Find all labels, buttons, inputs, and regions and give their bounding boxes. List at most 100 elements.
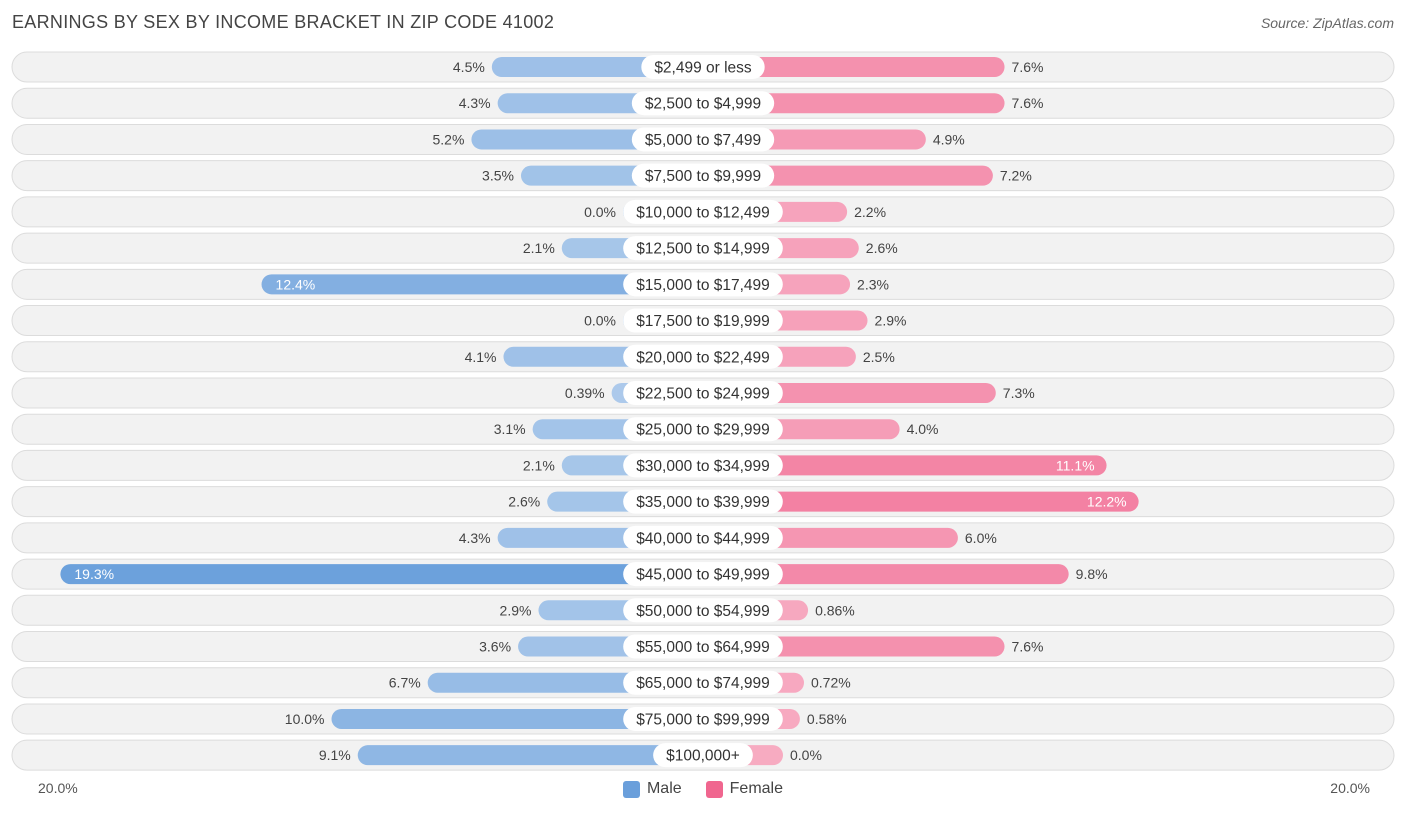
female-bar bbox=[703, 165, 993, 186]
category-label: $65,000 to $74,999 bbox=[636, 675, 770, 692]
male-value-label: 4.3% bbox=[459, 95, 491, 111]
category-label-pill bbox=[623, 272, 783, 297]
male-value-label: 6.7% bbox=[389, 675, 421, 691]
male-value-label: 4.1% bbox=[465, 349, 497, 365]
male-bar bbox=[331, 708, 703, 729]
axis-right-max-label: 20.0% bbox=[1330, 780, 1370, 796]
female-value-label: 2.3% bbox=[857, 276, 889, 292]
male-value-label: 9.1% bbox=[319, 747, 351, 763]
category-label-pill bbox=[631, 91, 775, 116]
female-bar bbox=[703, 491, 1139, 512]
category-label-pill bbox=[623, 489, 783, 514]
female-bar bbox=[703, 564, 1069, 585]
female-value-label: 12.2% bbox=[1087, 494, 1127, 510]
male-value-label: 19.3% bbox=[74, 566, 114, 582]
female-value-label: 2.9% bbox=[875, 313, 907, 329]
female-value-label: 7.6% bbox=[1012, 95, 1044, 111]
female-value-label: 0.0% bbox=[790, 747, 822, 763]
female-value-label: 4.9% bbox=[933, 131, 965, 147]
category-label: $25,000 to $29,999 bbox=[636, 422, 770, 439]
male-value-label: 0.39% bbox=[565, 385, 605, 401]
category-label: $100,000+ bbox=[666, 748, 740, 765]
category-label-pill bbox=[623, 634, 783, 659]
category-label-pill bbox=[631, 163, 775, 188]
category-label-pill bbox=[623, 525, 783, 550]
legend-swatch-female bbox=[705, 780, 723, 798]
category-label-pill bbox=[641, 55, 765, 79]
female-value-label: 7.2% bbox=[1000, 168, 1032, 184]
female-value-label: 4.0% bbox=[907, 421, 939, 437]
female-value-label: 9.8% bbox=[1076, 566, 1108, 582]
female-bar bbox=[703, 57, 1005, 77]
category-label: $15,000 to $17,499 bbox=[636, 277, 770, 294]
female-value-label: 0.72% bbox=[811, 675, 851, 691]
category-label: $35,000 to $39,999 bbox=[636, 494, 770, 511]
male-bar bbox=[60, 564, 703, 585]
category-label: $30,000 to $34,999 bbox=[636, 458, 770, 475]
male-value-label: 2.6% bbox=[508, 494, 540, 510]
legend-item-female[interactable]: Female bbox=[705, 780, 784, 798]
female-value-label: 11.1% bbox=[1056, 457, 1095, 473]
female-value-label: 7.6% bbox=[1012, 639, 1044, 655]
category-label: $50,000 to $54,999 bbox=[636, 603, 770, 620]
category-label: $7,500 to $9,999 bbox=[645, 168, 761, 185]
female-value-label: 2.2% bbox=[854, 204, 886, 220]
category-label-pill bbox=[631, 127, 775, 152]
male-value-label: 0.0% bbox=[584, 204, 616, 220]
male-value-label: 4.5% bbox=[453, 59, 485, 75]
legend-item-male[interactable]: Male bbox=[622, 780, 682, 798]
category-label: $20,000 to $22,499 bbox=[636, 349, 770, 366]
category-label-pill bbox=[623, 417, 783, 442]
category-label: $17,500 to $19,999 bbox=[636, 313, 770, 330]
category-label: $10,000 to $12,499 bbox=[636, 204, 770, 221]
male-value-label: 5.2% bbox=[432, 131, 464, 147]
male-bar bbox=[357, 745, 703, 766]
female-value-label: 0.58% bbox=[807, 711, 847, 727]
axis-left-max-label: 20.0% bbox=[38, 780, 78, 796]
legend-label-male: Male bbox=[646, 780, 682, 797]
male-value-label: 3.1% bbox=[494, 421, 526, 437]
female-bar bbox=[703, 455, 1107, 476]
legend-swatch-male bbox=[622, 780, 640, 798]
category-label-pill bbox=[623, 670, 783, 695]
chart-title: EARNINGS BY SEX BY INCOME BRACKET IN ZIP… bbox=[12, 12, 555, 32]
category-label: $12,500 to $14,999 bbox=[636, 241, 770, 258]
category-label-pill bbox=[623, 344, 783, 369]
category-label-pill bbox=[623, 706, 783, 731]
category-label-pill bbox=[623, 453, 783, 478]
male-value-label: 3.6% bbox=[479, 639, 511, 655]
category-label: $40,000 to $44,999 bbox=[636, 530, 770, 547]
male-value-label: 2.1% bbox=[523, 457, 555, 473]
male-value-label: 12.4% bbox=[276, 276, 316, 292]
category-label-pill bbox=[623, 380, 783, 405]
male-value-label: 3.5% bbox=[482, 168, 514, 184]
female-value-label: 6.0% bbox=[965, 530, 997, 546]
female-value-label: 2.5% bbox=[863, 349, 895, 365]
category-label-pill bbox=[653, 743, 753, 768]
female-value-label: 7.6% bbox=[1012, 59, 1044, 75]
male-value-label: 2.1% bbox=[523, 240, 555, 256]
legend: Male Female bbox=[0, 780, 1406, 798]
male-value-label: 0.0% bbox=[584, 313, 616, 329]
category-label: $75,000 to $99,999 bbox=[636, 711, 770, 728]
category-label: $22,500 to $24,999 bbox=[636, 385, 770, 402]
source-credit: Source: ZipAtlas.com bbox=[1260, 15, 1394, 31]
male-value-label: 2.9% bbox=[500, 602, 532, 618]
legend-label-female: Female bbox=[729, 780, 784, 797]
category-label-pill bbox=[623, 199, 783, 224]
male-value-label: 4.3% bbox=[459, 530, 491, 546]
female-value-label: 0.86% bbox=[815, 602, 855, 618]
category-label: $2,500 to $4,999 bbox=[645, 96, 761, 113]
female-value-label: 7.3% bbox=[1003, 385, 1035, 401]
category-label: $5,000 to $7,499 bbox=[645, 132, 761, 149]
female-value-label: 2.6% bbox=[866, 240, 898, 256]
category-label-pill bbox=[623, 236, 783, 261]
category-label-pill bbox=[623, 562, 783, 587]
category-label: $2,499 or less bbox=[654, 60, 752, 77]
category-label-pill bbox=[623, 308, 783, 333]
female-bar bbox=[703, 93, 1005, 114]
male-value-label: 10.0% bbox=[285, 711, 325, 727]
male-bar bbox=[261, 274, 703, 295]
category-label: $45,000 to $49,999 bbox=[636, 567, 770, 584]
